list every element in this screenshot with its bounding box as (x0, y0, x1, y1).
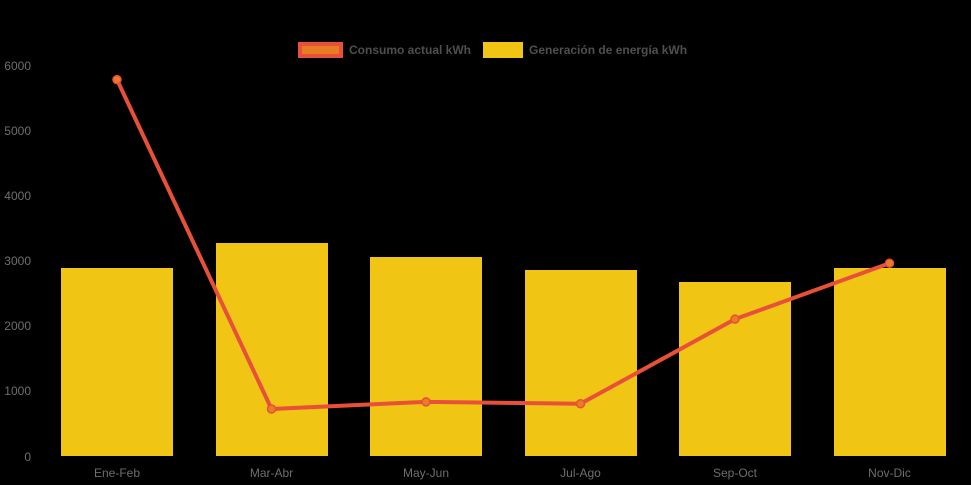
line-point-May-Jun[interactable] (421, 397, 431, 407)
legend-label-consumo: Consumo actual kWh (349, 43, 472, 57)
x-axis-label-May-Jun: May-Jun (402, 466, 449, 480)
consumo-line-swatch-icon (298, 42, 343, 58)
x-axis-label-Jul-Ago: Jul-Ago (560, 466, 601, 480)
legend-item-generacion[interactable]: Generación de energía kWh (483, 42, 687, 58)
y-axis-label-6000: 6000 (4, 59, 31, 73)
bar-generacion-Jul-Ago[interactable] (524, 270, 637, 457)
bar-generacion-Nov-Dic[interactable] (833, 268, 946, 457)
bar-generacion-Ene-Feb[interactable] (61, 267, 173, 457)
legend-label-generacion: Generación de energía kWh (529, 43, 688, 57)
y-axis-label-2000: 2000 (4, 319, 31, 334)
y-axis-label-0: 0 (24, 449, 31, 464)
legend: Consumo actual kWh Generación de energía… (298, 42, 687, 58)
legend-item-consumo[interactable]: Consumo actual kWh (298, 42, 471, 58)
bar-generacion-May-Jun[interactable] (370, 257, 482, 457)
x-axis-label-Mar-Abr: Mar-Abr (249, 466, 294, 480)
x-axis-label-Nov-Dic: Nov-Dic (868, 466, 911, 480)
bar-generacion-Mar-Abr[interactable] (215, 243, 328, 457)
generacion-bar-swatch-icon (483, 42, 524, 58)
line-point-Nov-Dic[interactable] (884, 258, 895, 268)
line-point-Mar-Abr[interactable] (266, 404, 277, 414)
y-axis-label-4000: 4000 (4, 189, 31, 204)
y-axis-label-3000: 3000 (4, 254, 31, 269)
bar-generacion-Sep-Oct[interactable] (679, 282, 791, 457)
line-point-Jul-Ago[interactable] (575, 399, 586, 409)
line-point-Sep-Oct[interactable] (730, 314, 740, 324)
y-axis-label-1000: 1000 (4, 384, 31, 399)
x-axis-label-Ene-Feb: Ene-Feb (93, 466, 141, 480)
x-axis-label-Sep-Oct: Sep-Oct (712, 466, 757, 480)
y-axis-label-5000: 5000 (4, 124, 31, 139)
line-point-Ene-Feb[interactable] (112, 74, 122, 85)
